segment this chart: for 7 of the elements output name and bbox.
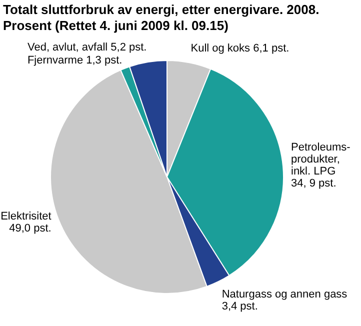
chart-title: Totalt sluttforbruk av energi, etter energivare. 2008. Prosent (Rettet 4. juni 2009 kl. 09.15) bbox=[2, 1, 320, 35]
slice-label: Elektrisitet 49,0 pst. bbox=[0, 210, 52, 235]
slice-label: Naturgass og annen gass 3,4 pst. bbox=[222, 288, 348, 312]
slice-label: Ved, avlut, avfall 5,2 pst. bbox=[27, 42, 147, 54]
slice-label: Petroleums- produkter, inkl. LPG 34, 9 pst. bbox=[291, 141, 351, 190]
slice-label: Fjernvarme 1,3 pst. bbox=[27, 54, 122, 67]
slice-label: Kull og koks 6,1 pst. bbox=[190, 42, 290, 54]
